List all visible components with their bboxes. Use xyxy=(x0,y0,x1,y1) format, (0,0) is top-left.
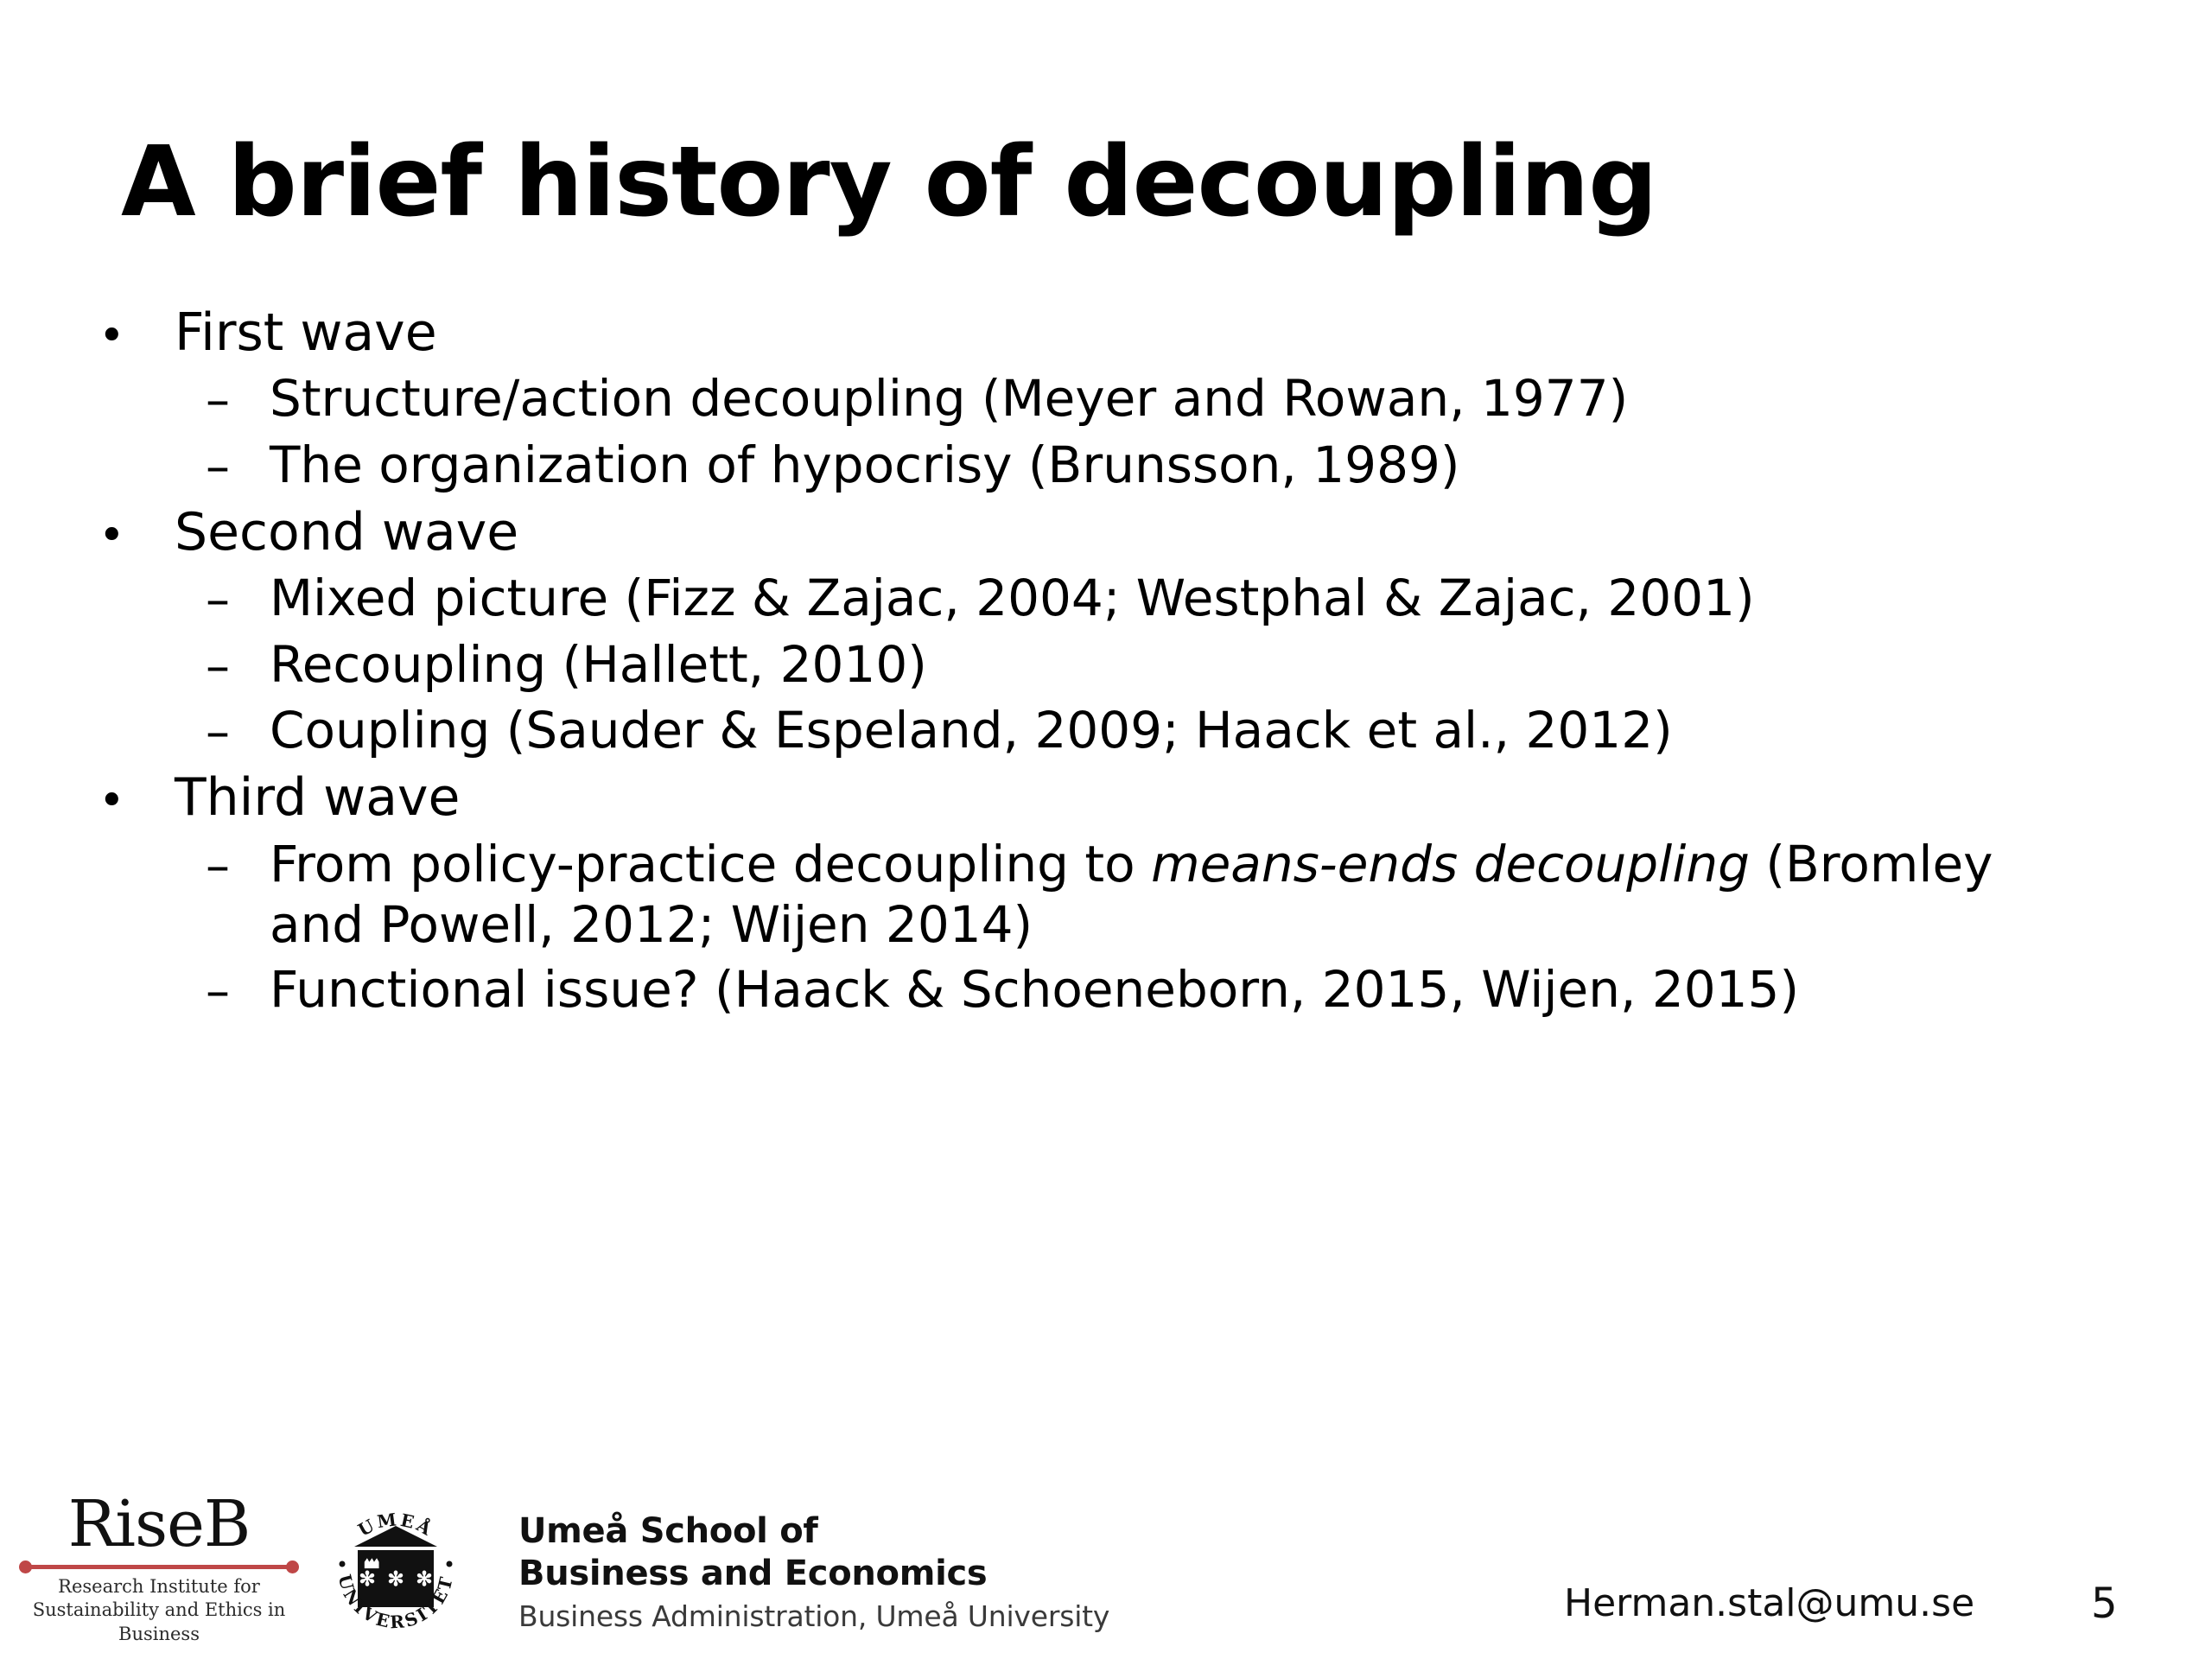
list-item: – From policy-practice decoupling to mea… xyxy=(86,834,2126,957)
bullet-dash-icon: – xyxy=(206,372,230,429)
usbe-line-1: Umeå School of xyxy=(518,1511,818,1551)
riseb-logo: RiseB Research Institute for Sustainabil… xyxy=(14,1487,304,1647)
riseb-subtitle-line-1: Research Institute for xyxy=(58,1575,260,1597)
list-item-label: Second wave xyxy=(175,502,519,563)
list-item: – Mixed picture (Fizz & Zajac, 2004; Wes… xyxy=(86,568,2126,630)
riseb-rule-dot-right xyxy=(286,1560,299,1573)
riseb-wordmark: RiseB xyxy=(67,1487,251,1561)
bullet-dash-icon: – xyxy=(206,438,230,495)
bullet-dash-icon: – xyxy=(206,837,230,894)
riseb-rule-bar xyxy=(24,1564,294,1569)
bullet-dash-icon: – xyxy=(206,963,230,1020)
list-item-label: First wave xyxy=(175,302,437,363)
riseb-rule-divider xyxy=(19,1560,299,1573)
list-item: – Functional issue? (Haack & Schoeneborn… xyxy=(86,959,2126,1021)
list-item: • Second wave xyxy=(86,500,2126,564)
list-item-label: From policy-practice decoupling to means… xyxy=(270,834,1993,955)
bullet-dot-icon: • xyxy=(99,775,125,828)
list-item-label: Coupling (Sauder & Espeland, 2009; Haack… xyxy=(270,701,1673,760)
bullet-dash-icon: – xyxy=(206,638,230,695)
list-item: – Structure/action decoupling (Meyer and… xyxy=(86,368,2126,430)
list-item-label: Third wave xyxy=(175,767,461,829)
contact-email: Herman.stal@umu.se xyxy=(1564,1581,1975,1625)
list-item: – Coupling (Sauder & Espeland, 2009; Haa… xyxy=(86,700,2126,762)
svg-text:✻: ✻ xyxy=(359,1567,375,1591)
list-item: – The organization of hypocrisy (Brunsso… xyxy=(86,435,2126,497)
list-item-label: Recoupling (Hallett, 2010) xyxy=(270,634,927,694)
usbe-wordmark: Umeå School of Business and Economics Bu… xyxy=(518,1510,1296,1635)
bullet-dot-icon: • xyxy=(99,510,125,563)
bullet-dash-icon: – xyxy=(206,572,230,629)
list-item: – Recoupling (Hallett, 2010) xyxy=(86,634,2126,696)
list-item-label: The organization of hypocrisy (Brunsson,… xyxy=(270,435,1460,494)
list-item-label: Structure/action decoupling (Meyer and R… xyxy=(270,369,1629,429)
bullet-dot-icon: • xyxy=(99,310,125,362)
umea-university-seal-icon: ✻ ✻ ✻ UMEÅ UNIVERSITET xyxy=(320,1497,472,1649)
slide-footer: RiseB Research Institute for Sustainabil… xyxy=(0,1486,2212,1659)
svg-text:✻: ✻ xyxy=(387,1567,404,1591)
usbe-line-2: Business and Economics xyxy=(518,1553,988,1593)
bullet-dash-icon: – xyxy=(206,704,230,761)
svg-text:✻: ✻ xyxy=(416,1567,432,1591)
page-title: A brief history of decoupling xyxy=(121,126,1657,238)
list-item-label: Mixed picture (Fizz & Zajac, 2004; Westp… xyxy=(270,569,1755,628)
riseb-subtitle-line-2: Sustainability and Ethics in Business xyxy=(32,1599,286,1644)
list-item-label: Functional issue? (Haack & Schoeneborn, … xyxy=(270,960,1800,1020)
usbe-line-3: Business Administration, Umeå University xyxy=(518,1599,1110,1633)
bullet-list: • First wave – Structure/action decoupli… xyxy=(86,301,2126,1026)
list-item: • First wave xyxy=(86,301,2126,365)
list-item: • Third wave xyxy=(86,766,2126,830)
page-number: 5 xyxy=(2091,1580,2118,1628)
